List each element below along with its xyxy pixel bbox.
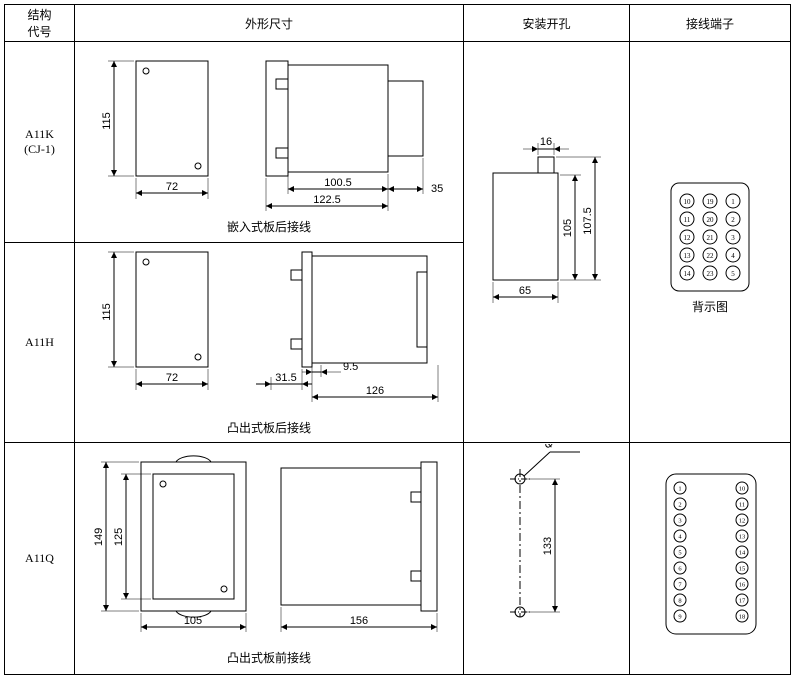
hdr-mount-text: 安装开孔 — [522, 17, 570, 31]
dim-122p5: 122.5 — [313, 194, 341, 206]
dim-h115: 115 — [101, 303, 113, 321]
terminal-label: 4 — [678, 534, 682, 541]
row-a11q: A11Q — [5, 443, 791, 675]
hdr-term-text: 接线端子 — [686, 17, 734, 31]
dim-125: 125 — [113, 528, 125, 546]
code-a11h: A11H — [5, 242, 75, 443]
mount-top-svg: 16 105 107.5 — [465, 43, 628, 441]
terminal-label: 2 — [678, 502, 681, 509]
terminal-label: 1 — [678, 486, 681, 493]
code-a11q-text: A11Q — [25, 551, 54, 565]
ext-a11q-svg: 149 125 105 — [76, 444, 462, 672]
term-a11q-svg: 1 10 2 11 3 12 4 13 5 14 6 15 7 16 8 17 9 18 — [631, 444, 789, 672]
code-a11q: A11Q — [5, 443, 75, 675]
terminal-label: 19 — [707, 198, 715, 206]
spec-table: 结构代号 外形尺寸 安装开孔 接线端子 A11K(CJ-1) — [4, 4, 791, 675]
terminal-label: 14 — [684, 270, 692, 278]
dim-q105: 105 — [184, 615, 202, 627]
terminal-label: 3 — [731, 234, 735, 242]
dim-9p5: 9.5 — [343, 361, 358, 373]
terminal-label: 10 — [739, 486, 746, 493]
caption-a11k: 嵌入式板后接线 — [227, 219, 311, 234]
row-a11k: A11K(CJ-1) 115 — [5, 42, 791, 243]
hdr-code-text: 结构代号 — [27, 8, 51, 39]
hdr-mount: 安装开孔 — [464, 5, 630, 42]
dim-31p5: 31.5 — [275, 372, 296, 384]
terminal-label: 11 — [684, 216, 691, 224]
dim-35: 35 — [431, 183, 443, 195]
ext-a11q: 149 125 105 — [75, 443, 464, 675]
terminal-label: 7 — [678, 582, 682, 589]
hdr-ext-text: 外形尺寸 — [245, 17, 293, 31]
terminal-label: 5 — [731, 270, 735, 278]
terminal-label: 5 — [678, 550, 681, 557]
terminal-label: 15 — [739, 566, 746, 573]
caption-a11q: 凸出式板前接线 — [227, 650, 311, 665]
code-a11k-text: A11K(CJ-1) — [24, 127, 55, 156]
terminal-label: 8 — [678, 598, 681, 605]
mount-a11q: Φ5×2 133 — [464, 443, 630, 675]
terminal-label: 20 — [707, 216, 715, 224]
header-row: 结构代号 外形尺寸 安装开孔 接线端子 — [5, 5, 791, 42]
term-cols: 1011121314192021222312345 — [680, 194, 740, 280]
dim-m16: 16 — [540, 136, 552, 148]
dim-72: 72 — [166, 181, 178, 193]
rear-caption: 背示图 — [692, 300, 728, 314]
dim-m107p5: 107.5 — [582, 207, 594, 235]
terminal-label: 3 — [678, 518, 681, 525]
terminal-label: 16 — [739, 582, 746, 589]
hdr-term: 接线端子 — [630, 5, 791, 42]
dim-115: 115 — [101, 112, 113, 130]
terminal-label: 1 — [731, 198, 735, 206]
terminal-label: 12 — [739, 518, 746, 525]
hdr-ext: 外形尺寸 — [75, 5, 464, 42]
dim-h72: 72 — [166, 372, 178, 384]
mount-bottom-svg: Φ5×2 133 — [465, 444, 628, 672]
dim-m105: 105 — [562, 219, 574, 237]
terminal-label: 10 — [684, 198, 692, 206]
ext-a11h: 115 72 — [75, 242, 464, 443]
terminal-label: 18 — [739, 614, 746, 621]
code-a11h-text: A11H — [25, 335, 54, 349]
code-a11k: A11K(CJ-1) — [5, 42, 75, 243]
dim-126: 126 — [366, 385, 384, 397]
terminal-label: 23 — [707, 270, 715, 278]
dim-156: 156 — [350, 615, 368, 627]
dim-133: 133 — [542, 537, 554, 555]
terminal-label: 2 — [731, 216, 735, 224]
terminal-label: 21 — [707, 234, 715, 242]
terminal-label: 17 — [739, 598, 746, 605]
terminal-label: 22 — [707, 252, 715, 260]
terminal-label: 4 — [731, 252, 735, 260]
terminal-label: 13 — [739, 534, 746, 541]
terminal-label: 6 — [678, 566, 682, 573]
dim-149: 149 — [93, 528, 105, 546]
mount-a11k-h: 16 105 107.5 — [464, 42, 630, 443]
ext-a11k-svg: 115 72 — [76, 43, 462, 239]
terminal-label: 11 — [739, 502, 745, 509]
terminal-label: 13 — [684, 252, 692, 260]
term-a11k-h: 1011121314192021222312345 背示图 — [630, 42, 791, 443]
dim-100p5: 100.5 — [324, 177, 352, 189]
hdr-code: 结构代号 — [5, 5, 75, 42]
terminal-label: 14 — [739, 550, 746, 557]
ext-a11h-svg: 115 72 — [76, 244, 462, 440]
terminal-label: 9 — [678, 614, 681, 621]
term-a11q: 1 10 2 11 3 12 4 13 5 14 6 15 7 16 8 17 9 18 — [630, 443, 791, 675]
term-a11k-svg: 1011121314192021222312345 背示图 — [631, 43, 789, 441]
caption-a11h: 凸出式板后接线 — [227, 420, 311, 435]
terminal-label: 12 — [684, 234, 692, 242]
ext-a11k: 115 72 — [75, 42, 464, 243]
dim-phi: Φ5×2 — [542, 444, 571, 452]
dim-m65: 65 — [519, 285, 531, 297]
